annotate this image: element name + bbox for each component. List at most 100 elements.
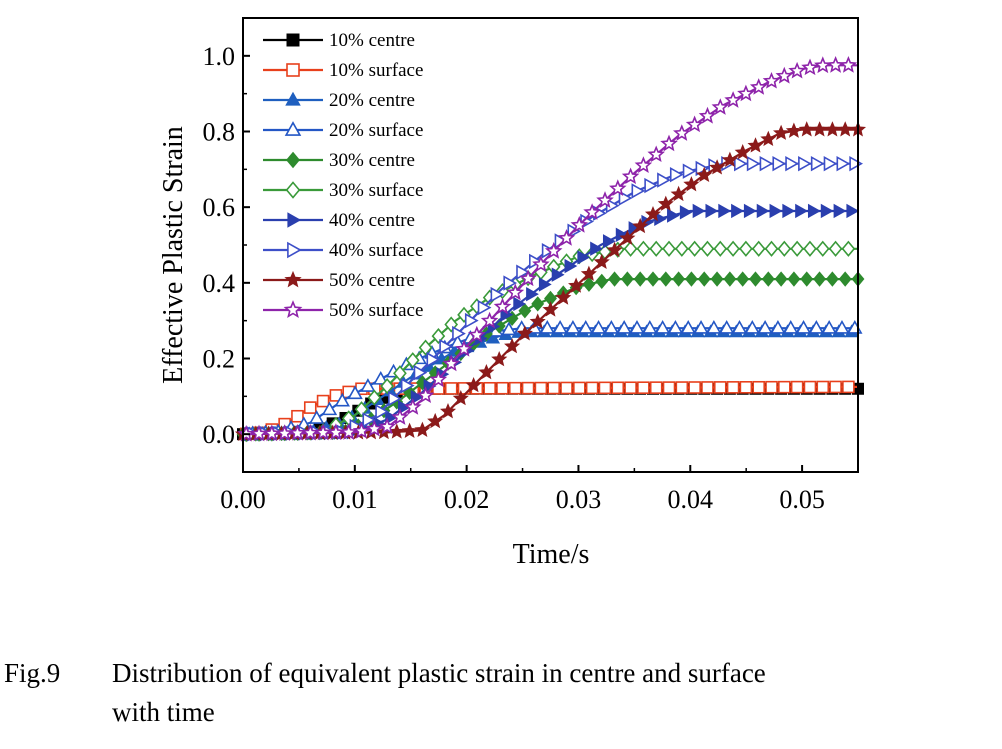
axes: 0.00 0.01 0.02 0.03 0.04 0.05 0.0 0.2 0.4 0.6 0.8 1… (203, 17, 859, 514)
legend-entry: 50% centre (263, 270, 415, 291)
legend-marker (285, 181, 301, 199)
data-point (544, 242, 563, 259)
data-point (785, 122, 802, 138)
x-tick-label: 0.00 (220, 485, 266, 514)
data-point (291, 409, 304, 423)
data-point (583, 203, 601, 220)
legend-label: 20% surface (329, 120, 423, 141)
data-point (744, 319, 760, 334)
legend-entry: 30% centre (263, 150, 415, 171)
data-point (516, 264, 530, 280)
data-point (606, 241, 623, 258)
data-point (685, 115, 704, 133)
data-point (774, 271, 788, 287)
data-point (538, 277, 552, 292)
data-point (352, 421, 371, 439)
data-point (633, 271, 647, 287)
legend-label: 50% surface (329, 300, 423, 321)
data-point (483, 381, 496, 395)
data-point (429, 370, 448, 388)
data-point (787, 271, 801, 287)
data-point (444, 382, 458, 395)
data-point (775, 66, 794, 84)
data-point (834, 319, 850, 334)
data-point (705, 203, 719, 219)
data-point (746, 155, 761, 172)
data-point (777, 240, 792, 257)
data-point (615, 227, 629, 242)
data-point (803, 380, 817, 394)
data-point (762, 71, 781, 89)
data-point (480, 311, 499, 329)
data-point (644, 206, 662, 222)
data-point (365, 419, 384, 437)
data-point (657, 172, 671, 188)
data-point (416, 386, 435, 403)
data-point (736, 271, 750, 287)
data-point (825, 271, 839, 287)
legend-marker (283, 300, 303, 318)
data-point (555, 289, 572, 305)
x-tick-label: 0.04 (668, 485, 714, 514)
caption-text-line2: with time (112, 697, 215, 727)
data-point (632, 217, 649, 234)
data-point (529, 313, 546, 329)
data-point (718, 319, 735, 334)
data-point (828, 240, 843, 257)
data-point (629, 319, 645, 334)
data-point (624, 381, 637, 395)
data-point (367, 389, 382, 406)
data-point (414, 421, 431, 437)
data-point (542, 301, 559, 317)
data-point (721, 151, 738, 167)
data-point (683, 176, 700, 192)
data-point (375, 403, 389, 420)
y-axis-title: Effective Plastic Strain (158, 126, 189, 384)
data-point (785, 155, 799, 172)
data-point (667, 208, 680, 223)
data-point (667, 319, 684, 334)
data-point (637, 381, 650, 394)
data-point (747, 137, 764, 153)
data-point (731, 203, 744, 219)
legend-label: 50% centre (329, 270, 415, 291)
data-point (760, 130, 777, 147)
data-point (700, 240, 715, 257)
data-point (393, 365, 407, 382)
data-point (675, 381, 689, 394)
data-point (413, 364, 428, 381)
series-50-surface (237, 56, 858, 442)
data-point (821, 319, 837, 334)
data-point (388, 423, 405, 439)
data-point (620, 271, 634, 287)
data-point (790, 240, 804, 257)
data-point (388, 390, 402, 407)
data-point (362, 412, 377, 428)
data-point (800, 271, 814, 287)
data-point (846, 203, 860, 219)
data-point (547, 381, 561, 395)
data-point (764, 240, 779, 257)
data-point (807, 203, 821, 219)
data-point (756, 203, 770, 219)
data-point (833, 203, 847, 219)
legend-label: 40% centre (329, 210, 415, 231)
data-point (568, 277, 585, 293)
data-point (551, 267, 565, 282)
data-point (688, 381, 701, 394)
data-point (642, 319, 658, 334)
data-point (415, 375, 429, 391)
data-point (518, 303, 532, 319)
data-point (602, 234, 616, 249)
data-point (769, 203, 783, 219)
data-point (491, 350, 508, 367)
data-point (749, 78, 768, 95)
data-point (439, 402, 457, 419)
plastic-strain-chart: 0.00 0.01 0.02 0.03 0.04 0.05 0.0 0.2 0.4 0.6 0.8 1… (158, 17, 867, 570)
legend: 10% centre 10% surface 20% centre 20% surfa… (263, 30, 423, 321)
legend-label: 10% centre (329, 30, 415, 51)
series-30-centre (236, 271, 865, 442)
data-point (654, 319, 671, 334)
data-point (316, 394, 330, 408)
data-point (508, 381, 522, 395)
